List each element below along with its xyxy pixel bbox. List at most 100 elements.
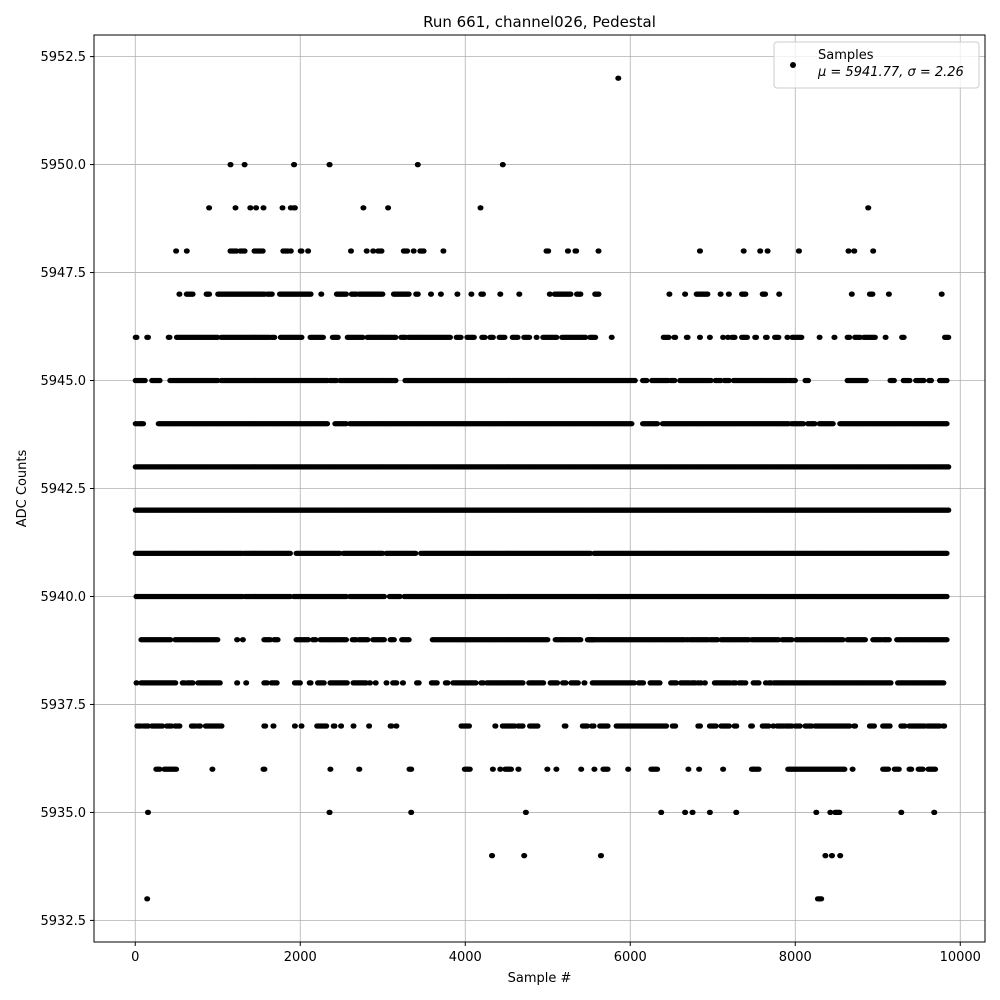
data-point [235, 680, 241, 686]
data-point [944, 593, 950, 600]
data-point [159, 723, 166, 729]
data-point [932, 809, 938, 816]
data-point [217, 680, 223, 686]
data-point [321, 680, 327, 686]
data-point [373, 680, 379, 686]
data-point [756, 680, 762, 686]
data-point [173, 766, 180, 772]
data-point [535, 723, 541, 729]
data-point [324, 723, 330, 729]
data-point [244, 680, 250, 686]
data-point [756, 766, 762, 772]
data-point [582, 680, 588, 686]
data-point [888, 680, 894, 686]
data-point [657, 680, 663, 686]
data-point [520, 723, 526, 729]
data-point [145, 809, 151, 816]
data-point [673, 680, 680, 686]
data-point [367, 680, 373, 686]
data-point [313, 637, 319, 643]
data-point [338, 723, 345, 729]
data-point [734, 723, 740, 729]
data-point [829, 853, 836, 859]
data-point [490, 766, 496, 772]
data-points [132, 75, 952, 902]
data-point [584, 723, 591, 729]
data-point [545, 766, 551, 772]
data-point [343, 637, 349, 643]
data-point [263, 723, 269, 729]
data-point [271, 723, 277, 729]
data-point [381, 637, 387, 643]
data-point [663, 723, 670, 729]
data-point [381, 593, 387, 600]
data-point [598, 853, 605, 859]
data-point [631, 680, 638, 686]
data-point [871, 723, 878, 729]
data-point [328, 766, 334, 772]
data-point [357, 766, 363, 772]
data-point [578, 637, 584, 643]
data-point [134, 680, 140, 686]
data-point [640, 680, 647, 686]
data-point [197, 723, 203, 729]
data-point [690, 809, 696, 816]
data-point [862, 637, 869, 643]
data-point [605, 723, 611, 729]
data-point [467, 766, 473, 772]
data-point [493, 723, 499, 729]
data-point [896, 766, 902, 772]
data-point [885, 766, 892, 772]
data-point [264, 680, 270, 686]
data-point [909, 766, 915, 772]
data-point [886, 637, 892, 643]
data-point [575, 680, 581, 686]
data-point [847, 723, 853, 729]
data-point [579, 766, 585, 772]
data-point [394, 723, 400, 729]
data-point [942, 723, 948, 729]
data-point [344, 680, 350, 686]
data-point [308, 680, 314, 686]
data-point [944, 637, 950, 643]
data-point [389, 723, 395, 729]
data-point [190, 680, 196, 686]
data-point [434, 680, 440, 686]
data-point [397, 593, 403, 600]
data-point [941, 680, 947, 686]
data-point [219, 723, 225, 729]
data-point [852, 723, 859, 729]
data-point [766, 723, 772, 729]
data-point [473, 680, 479, 686]
data-point [275, 637, 281, 643]
data-point [720, 766, 727, 772]
data-point [842, 766, 848, 772]
data-point [563, 680, 569, 686]
data-point [563, 723, 569, 729]
data-point [145, 896, 151, 902]
data-point [823, 853, 829, 859]
data-point [702, 680, 708, 686]
data-point [394, 680, 400, 686]
data-point [520, 680, 526, 686]
data-point [743, 680, 749, 686]
data-point [887, 723, 893, 729]
data-point [413, 550, 419, 556]
data-point [592, 766, 598, 772]
data-point [838, 853, 844, 859]
data-point [654, 766, 661, 772]
data-point [541, 680, 547, 686]
data-point [489, 853, 496, 859]
data-point [299, 723, 305, 729]
data-point [697, 723, 704, 729]
data-point [850, 766, 856, 772]
data-point [673, 723, 679, 729]
data-point [659, 809, 665, 816]
data-point [944, 550, 950, 556]
data-point [274, 680, 280, 686]
data-point [508, 766, 514, 772]
data-point [696, 766, 703, 772]
